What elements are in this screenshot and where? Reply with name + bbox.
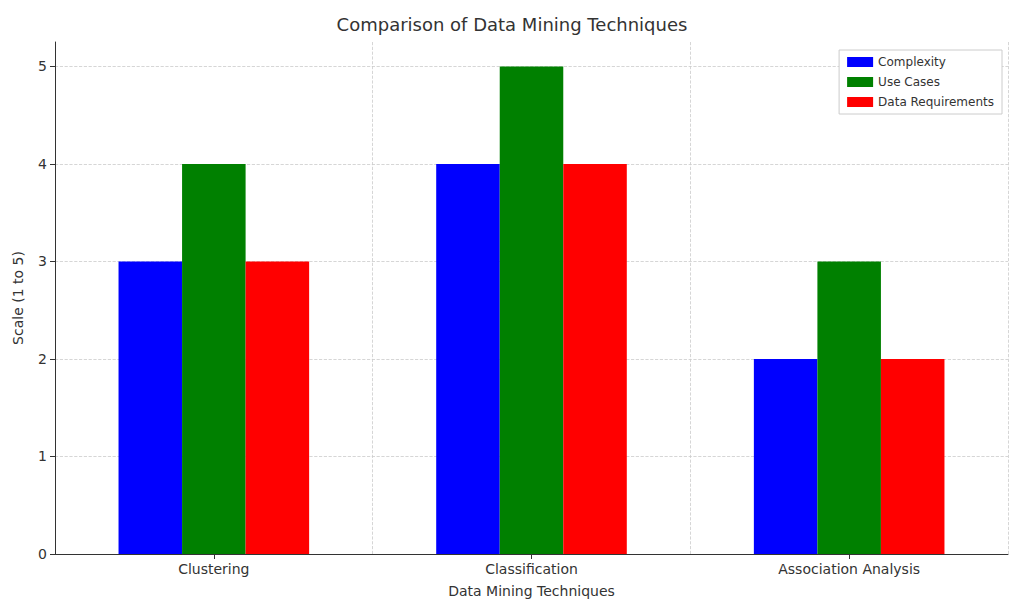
svg-text:1: 1 [38,448,47,464]
svg-text:5: 5 [38,58,47,74]
svg-text:Clustering: Clustering [178,561,249,577]
svg-text:4: 4 [38,156,47,172]
svg-text:Complexity: Complexity [878,55,946,69]
svg-text:0: 0 [38,546,47,562]
svg-text:Scale (1 to 5): Scale (1 to 5) [10,251,26,345]
svg-text:Data Mining Techniques: Data Mining Techniques [448,583,615,599]
svg-text:3: 3 [38,253,47,269]
svg-text:Comparison of Data Mining Tech: Comparison of Data Mining Techniques [337,14,688,35]
svg-text:Use Cases: Use Cases [878,75,940,89]
svg-text:Association Analysis: Association Analysis [778,561,920,577]
svg-text:Data Requirements: Data Requirements [878,95,994,109]
svg-text:2: 2 [38,351,47,367]
svg-text:Classification: Classification [485,561,578,577]
